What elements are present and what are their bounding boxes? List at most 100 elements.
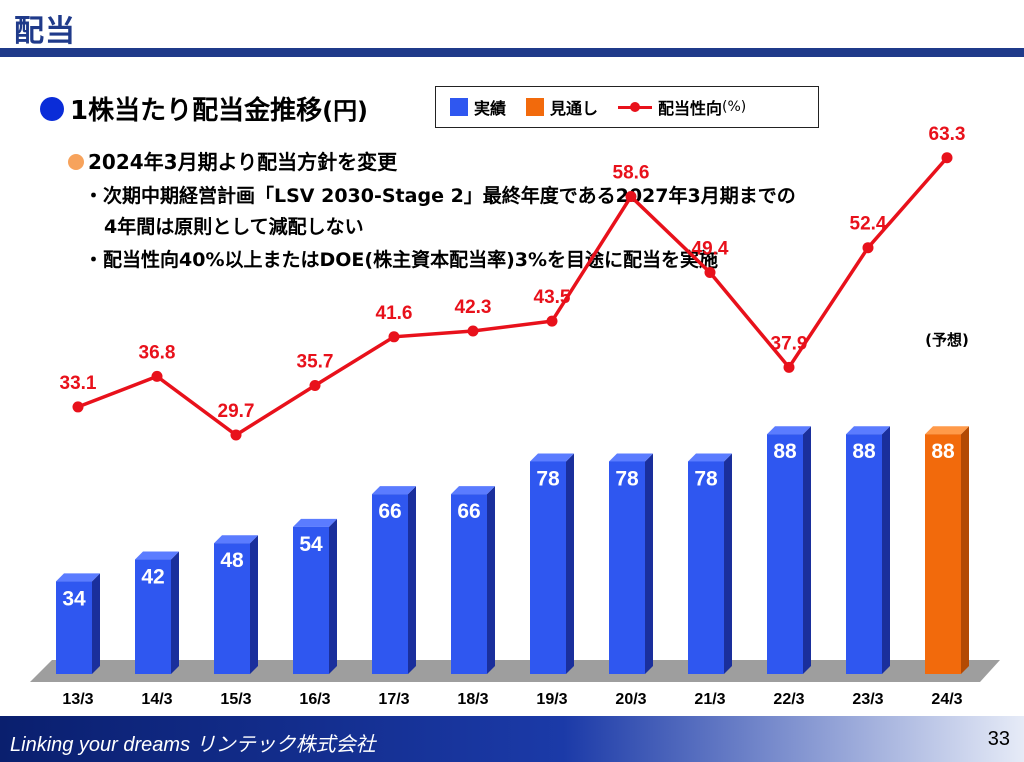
bar-value-label: 88: [773, 440, 797, 463]
bar-front: [925, 434, 961, 674]
legend-line-marker-icon: [618, 98, 653, 116]
legend-item-actual: 実績: [450, 95, 506, 119]
x-tick-label: 18/3: [457, 691, 488, 708]
bar-top: [56, 573, 100, 582]
bar-front: [846, 434, 882, 674]
legend-label-actual: 実績: [474, 99, 507, 118]
bar-value-label: 54: [299, 533, 323, 556]
bar-side: [882, 426, 890, 674]
policy-heading-text: 2024年3月期より配当方針を変更: [88, 150, 398, 174]
dividend-chart: 34 13/3 42 14/3 48 15/3 54 16/3 66 17/3 66 18/3 78 19…: [30, 124, 1000, 708]
payout-point: [941, 152, 953, 164]
bar-front: [372, 494, 408, 674]
payout-point: [704, 266, 716, 278]
payout-value-label: 52.4: [850, 214, 887, 235]
policy-line-2: 4年間は原則として減配しない: [104, 216, 364, 238]
bar-side: [961, 426, 969, 674]
bar-top: [925, 426, 969, 435]
legend-swatch-forecast: [526, 98, 545, 116]
payout-value-label: 42.3: [455, 297, 492, 318]
policy-line-3: ・配当性向40%以上またはDOE(株主資本配当率)3%を目途に配当を実施: [84, 249, 719, 271]
payout-point: [230, 429, 242, 441]
dividend-policy: 2024年3月期より配当方針を変更 ・次期中期経営計画「LSV 2030-Sta…: [68, 146, 796, 272]
legend-label-forecast: 見通し: [550, 99, 599, 118]
bar-actual-23-3: [846, 426, 890, 674]
x-tick-label: 24/3: [931, 691, 962, 708]
payout-value-label: 37.9: [771, 333, 808, 354]
legend-swatch-actual: [450, 98, 468, 116]
payout-point: [388, 331, 400, 343]
payout-point: [151, 370, 163, 382]
page-title: 配当: [14, 14, 76, 49]
x-tick-label: 13/3: [62, 691, 93, 708]
bar-front: [530, 461, 566, 674]
bar-actual-13-3: [56, 573, 100, 674]
bar-side: [250, 535, 258, 674]
page-number: 33: [987, 728, 1010, 750]
bar-top: [372, 486, 416, 495]
title-rule: [0, 48, 1024, 57]
chart-floor: [30, 660, 1000, 682]
bar-top: [688, 453, 732, 462]
bar-value-label: 48: [220, 549, 244, 572]
x-tick-label: 16/3: [299, 691, 330, 708]
bar-front: [56, 581, 92, 674]
title-bar: 配当: [0, 0, 1024, 57]
bar-front: [451, 494, 487, 674]
bar-top: [293, 518, 337, 527]
bar-actual-17-3: [372, 486, 416, 674]
bar-front: [688, 461, 724, 674]
bar-side: [487, 486, 495, 674]
bar-actual-16-3: [293, 518, 337, 674]
bar-top: [846, 426, 890, 435]
forecast-annotation: (予想): [925, 331, 969, 349]
payout-point: [625, 191, 637, 203]
payout-point: [72, 401, 84, 413]
payout-point: [783, 361, 795, 373]
bar-front: [293, 526, 329, 674]
bar-actual-19-3: [530, 453, 574, 674]
bar-top: [530, 453, 574, 462]
section-heading: 1株当たり配当金推移(円): [40, 90, 368, 127]
bar-value-label: 88: [931, 440, 955, 463]
bar-value-label: 88: [852, 440, 876, 463]
section-unit: (円): [322, 97, 369, 125]
bar-side: [329, 518, 337, 674]
x-tick-label: 17/3: [378, 691, 409, 708]
bar-value-label: 34: [62, 587, 86, 610]
bar-top: [135, 551, 179, 560]
x-tick-label: 14/3: [141, 691, 172, 708]
bar-top: [767, 426, 811, 435]
bar-side: [171, 551, 179, 674]
bar-value-label: 66: [457, 500, 480, 523]
bar-actual-22-3: [767, 426, 811, 674]
x-tick-label: 21/3: [694, 691, 725, 708]
bar-actual-21-3: [688, 453, 732, 674]
bar-front: [609, 461, 645, 674]
bar-side: [408, 486, 416, 674]
bar-side: [645, 453, 653, 674]
payout-point: [862, 242, 874, 254]
bar-value-label: 78: [694, 467, 718, 490]
bar-actual-20-3: [609, 453, 653, 674]
bar-top: [451, 486, 495, 495]
payout-point: [546, 315, 558, 327]
bar-value-label: 42: [141, 566, 164, 589]
legend-label-payout: 配当性向: [658, 99, 723, 118]
x-tick-label: 20/3: [615, 691, 646, 708]
policy-line-1: ・次期中期経営計画「LSV 2030-Stage 2」最終年度である2027年3…: [84, 185, 796, 207]
legend-payout-unit: (%): [722, 99, 747, 115]
bar-top: [609, 453, 653, 462]
footer-bar: Linking your dreams リンテック株式会社 33: [0, 716, 1024, 762]
bar-actual-14-3: [135, 551, 179, 674]
x-tick-label: 19/3: [536, 691, 567, 708]
x-tick-label: 15/3: [220, 691, 251, 708]
bar-value-label: 66: [378, 500, 401, 523]
bar-actual-18-3: [451, 486, 495, 674]
chart-legend: 実績 見通し 配当性向 (%): [435, 86, 819, 128]
payout-value-label: 41.6: [376, 303, 413, 324]
bar-side: [92, 573, 100, 674]
payout-point: [467, 325, 479, 337]
legend-item-payout: 配当性向 (%): [618, 95, 746, 119]
bar-side: [803, 426, 811, 674]
